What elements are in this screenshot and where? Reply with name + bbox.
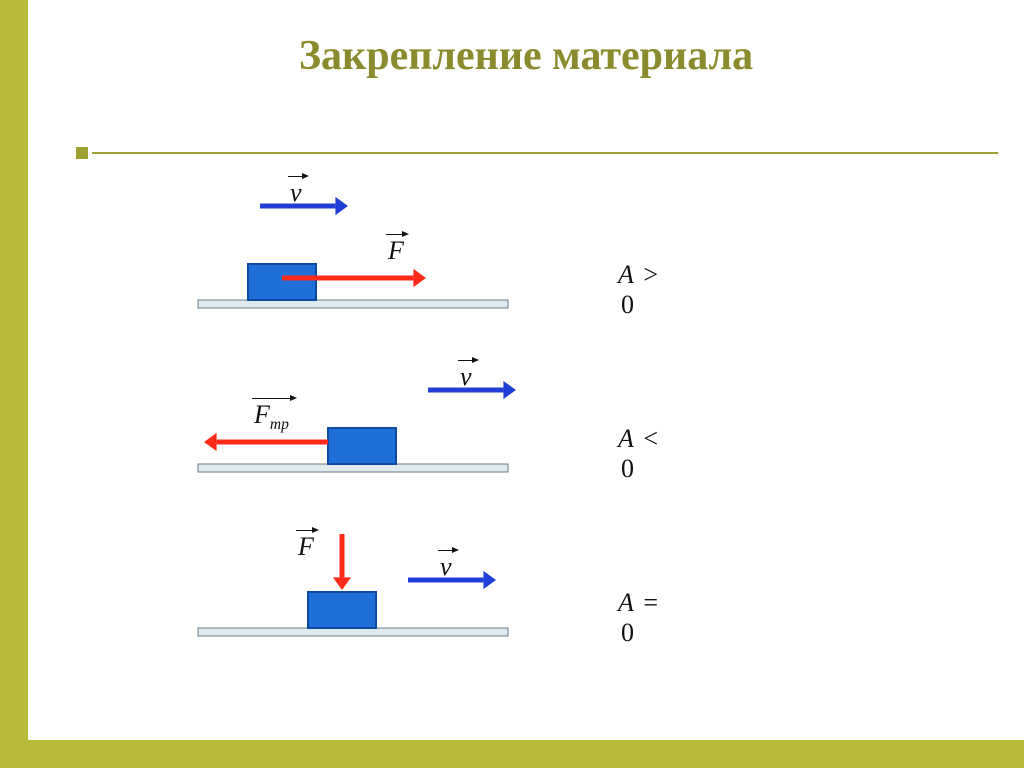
velocity-label: v [440, 552, 452, 582]
work-equation: A < 0 [618, 424, 678, 484]
diagram-stage: v Fmp [198, 354, 678, 474]
diagram-stage: vF [198, 190, 678, 310]
velocity-label: v [290, 178, 302, 208]
force-label: F [298, 532, 314, 562]
diagram-area: vFA > 0vFmpA < 0vFA = 0 [198, 190, 678, 682]
force-arrow [328, 520, 356, 604]
velocity-arrow [414, 376, 530, 404]
slide-frame: Закрепление материала vFA > 0vFmpA < 0vF… [0, 0, 1024, 768]
equation-lhs: A [618, 260, 634, 289]
force-vector-hat [252, 398, 296, 399]
equation-op: = [634, 588, 661, 617]
force-vector-hat [296, 530, 318, 531]
slide-title: Закрепление материала [28, 0, 1024, 80]
ground-surface [196, 298, 510, 310]
title-rule [92, 152, 998, 154]
force-label: F [388, 236, 404, 266]
diagram-stage: vF [198, 518, 678, 638]
equation-op: < [634, 424, 661, 453]
work-equation: A > 0 [618, 260, 678, 320]
equation-lhs: A [618, 588, 634, 617]
force-label: Fmp [254, 400, 289, 434]
equation-op: > [634, 260, 661, 289]
diagram-zero-work: vFA = 0 [198, 518, 678, 638]
velocity-vector-hat [288, 176, 308, 177]
velocity-arrow [246, 192, 362, 220]
velocity-label: v [460, 362, 472, 392]
rule-square-marker [76, 147, 88, 159]
velocity-arrow [394, 566, 510, 594]
equation-rhs: 0 [618, 618, 637, 647]
equation-rhs: 0 [618, 454, 637, 483]
diagram-positive-work: vFA > 0 [198, 190, 678, 310]
velocity-vector-hat [438, 550, 458, 551]
equation-lhs: A [618, 424, 634, 453]
velocity-vector-hat [458, 360, 478, 361]
work-equation: A = 0 [618, 588, 678, 648]
diagram-negative-work: vFmpA < 0 [198, 354, 678, 474]
force-arrow [268, 264, 440, 292]
force-vector-hat [386, 234, 408, 235]
equation-rhs: 0 [618, 290, 637, 319]
